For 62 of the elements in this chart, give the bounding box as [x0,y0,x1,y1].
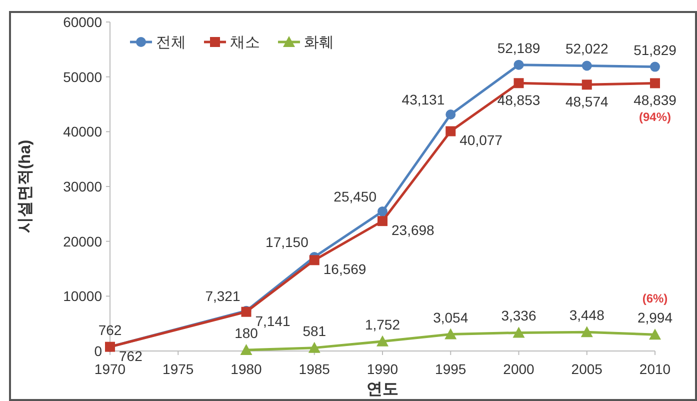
y-tick-label: 50000 [63,68,102,85]
data-label: 17,150 [266,234,309,250]
x-tick-label: 1975 [162,361,194,377]
annotation: (94%) [638,110,672,124]
point [512,326,525,338]
data-label: 48,839 [634,92,677,108]
point [582,80,592,90]
x-tick-label: 2000 [503,361,535,377]
y-axis-title: 시설면적(ha) [17,140,34,234]
data-label: 3,336 [501,308,536,324]
legend-label: 전체 [156,34,186,51]
data-label: 23,698 [392,222,435,238]
x-tick-label: 1995 [435,361,466,377]
point [378,216,388,226]
point [308,342,320,353]
data-label: 51,829 [634,42,677,58]
y-tick-label: 40000 [63,124,102,140]
y-tick-label: 20000 [63,233,102,250]
x-tick-label: 1990 [366,361,398,377]
x-tick-label: 2010 [639,361,671,377]
y-tick-label: 60000 [63,14,102,30]
data-label: 2,994 [637,310,673,326]
point [378,206,388,216]
y-tick-label: 0 [94,343,102,359]
data-label: 40,077 [460,132,503,148]
data-label: 43,131 [402,92,445,108]
point [446,110,456,120]
x-tick-label: 2005 [571,361,603,377]
data-label: 16,569 [323,261,366,278]
legend-label: 화훼 [304,34,334,51]
point [444,328,457,340]
point [650,62,660,72]
data-label: 25,450 [334,188,377,204]
point [649,328,661,340]
point [582,60,592,71]
y-tick-label: 30000 [63,178,102,194]
data-label: 48,853 [497,92,540,108]
annotation: (6%) [642,292,668,306]
data-label: 762 [98,322,122,338]
data-label: 7,321 [205,288,240,304]
data-label: 52,189 [497,40,540,56]
data-label: 762 [119,348,143,364]
data-label: 1,752 [364,316,400,332]
legend-label: 채소 [230,34,260,51]
point [514,78,524,88]
data-label: 581 [302,322,326,339]
x-axis-title: 연도 [366,381,398,398]
y-tick-label: 10000 [63,288,102,304]
x-tick-label: 1970 [94,361,126,377]
data-label: 3,054 [433,309,468,326]
point [514,60,524,70]
x-tick-label: 1985 [298,361,330,377]
data-label: 48,574 [565,94,608,110]
point [446,126,456,136]
x-tick-label: 1980 [230,361,262,377]
point [580,326,593,338]
point [240,344,252,356]
data-label: 52,022 [565,40,608,57]
point [376,335,388,346]
data-label: 3,448 [569,307,605,324]
point [650,78,660,88]
point [309,255,320,266]
